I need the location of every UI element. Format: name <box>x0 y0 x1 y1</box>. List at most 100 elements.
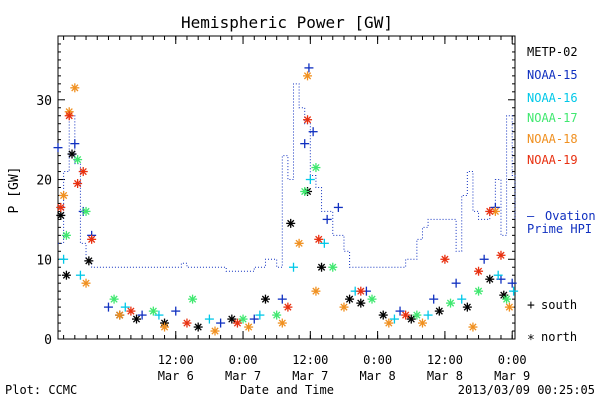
data-point-metp-02 <box>84 256 94 266</box>
data-point-noaa-17 <box>367 294 377 304</box>
data-point-noaa-17 <box>109 294 119 304</box>
data-point-noaa-19 <box>314 234 324 244</box>
marker-star-d2 <box>317 263 326 271</box>
x-tick-label-time: 0:00 <box>363 353 392 367</box>
plot-frame <box>57 35 516 340</box>
marker-star-d2 <box>149 307 157 315</box>
data-point-noaa-19 <box>78 167 88 177</box>
marker-star-d2 <box>502 295 511 303</box>
data-point-metp-02 <box>67 149 77 159</box>
y-tick-label: 30 <box>36 94 52 109</box>
marker-star-d2 <box>228 315 236 323</box>
data-point-metp-02 <box>317 262 327 272</box>
data-point-noaa-18 <box>210 326 220 336</box>
legend-item-noaa15: NOAA-15 <box>527 68 578 82</box>
marker-star-d2 <box>194 323 202 331</box>
data-point-metp-02 <box>434 306 444 316</box>
x-tick-label-time: 12:00 <box>158 353 194 367</box>
marker-star-d2 <box>116 311 124 319</box>
data-point-noaa-18 <box>115 310 125 320</box>
data-point-noaa-16 <box>255 310 265 320</box>
data-point-noaa-18 <box>339 302 349 312</box>
data-point-noaa-19 <box>182 318 192 328</box>
data-point-noaa-19 <box>126 306 136 316</box>
data-point-noaa-17 <box>412 310 422 320</box>
marker-star-d2 <box>284 303 292 311</box>
data-point-noaa-19 <box>401 310 411 320</box>
y-tick-labels: 0 10 20 30 <box>36 94 52 348</box>
data-point-noaa-16 <box>457 294 467 304</box>
data-point-noaa-17 <box>81 206 91 216</box>
x-tick-label-time: 0:00 <box>498 353 527 367</box>
data-point-metp-02 <box>260 294 270 304</box>
data-point-noaa-16 <box>319 238 329 248</box>
data-markers <box>53 63 519 336</box>
data-point-noaa-16 <box>389 314 399 324</box>
marker-star-d2 <box>57 203 65 212</box>
data-point-noaa-17 <box>502 294 512 304</box>
x-tick-label-date: Mar 8 <box>427 369 463 383</box>
marker-star-d2 <box>127 307 135 315</box>
ovation-legend-dash: — <box>527 209 535 223</box>
data-point-noaa-15 <box>304 63 314 73</box>
data-point-metp-02 <box>286 218 296 228</box>
marker-star-d2 <box>303 72 312 80</box>
data-point-noaa-15 <box>308 127 318 137</box>
marker-star-d2 <box>418 319 427 327</box>
marker-star-d2 <box>239 315 247 323</box>
data-point-noaa-19 <box>87 234 97 244</box>
x-tick-label-date: Mar 6 <box>158 369 194 383</box>
data-point-metp-02 <box>406 314 416 324</box>
data-point-noaa-19 <box>64 111 74 121</box>
x-tick-label-time: 12:00 <box>427 353 463 367</box>
marker-star-d2 <box>82 279 90 287</box>
data-point-noaa-18 <box>417 318 427 328</box>
marker-star-d2 <box>402 311 410 319</box>
marker-star-d2 <box>183 319 191 327</box>
data-point-noaa-17 <box>148 306 158 316</box>
data-point-noaa-15 <box>137 310 147 320</box>
data-point-noaa-15 <box>70 139 80 149</box>
y-tick-label: 20 <box>36 174 52 189</box>
legend-item-metp02: METP-02 <box>527 45 578 59</box>
y-tick-label: 10 <box>36 253 52 268</box>
legend-item-noaa17: NOAA-17 <box>527 111 578 125</box>
marker-star-d2 <box>278 319 286 327</box>
marker-star-d2 <box>315 235 323 243</box>
data-point-noaa-18 <box>294 238 304 248</box>
marker-star-d2 <box>340 303 348 311</box>
marker-star-d2 <box>301 187 309 196</box>
marker-star-d2 <box>357 287 365 295</box>
data-point-noaa-18 <box>468 322 478 332</box>
marker-star-d2 <box>62 231 71 239</box>
data-point-noaa-19 <box>283 302 293 312</box>
marker-star-d2 <box>245 323 253 331</box>
data-point-noaa-16 <box>204 314 214 324</box>
data-point-metp-02 <box>356 298 366 308</box>
data-point-noaa-18 <box>311 286 321 296</box>
marker-star-d2 <box>379 311 387 319</box>
marker-star-d2 <box>312 163 320 172</box>
marker-star-d2 <box>385 319 393 327</box>
data-point-metp-02 <box>132 314 142 324</box>
data-point-noaa-19 <box>474 266 484 276</box>
data-point-noaa-18 <box>59 190 69 200</box>
data-point-metp-02 <box>462 302 472 312</box>
x-tick-labels: 12:00 Mar 6 0:00 Mar 7 12:00 Mar 7 0:00 Mar 8 12… <box>158 353 531 383</box>
data-point-noaa-19 <box>496 250 506 260</box>
ovation-hpi-line <box>58 83 516 272</box>
marker-star-d2 <box>132 315 141 323</box>
data-point-noaa-17 <box>73 155 83 165</box>
marker-star-d2 <box>82 207 90 216</box>
ovation-hpi-step-line <box>58 83 516 272</box>
y-axis-label: P [GW] <box>7 167 22 214</box>
marker-star-d2 <box>273 311 281 319</box>
marker-star-d2 <box>261 295 270 303</box>
marker-star-d2 <box>486 275 494 283</box>
data-point-noaa-17 <box>238 314 248 324</box>
marker-star-d2 <box>188 295 197 303</box>
marker-star-d2 <box>88 235 96 243</box>
marker-star-d2 <box>500 291 508 299</box>
data-point-noaa-15 <box>479 254 489 264</box>
